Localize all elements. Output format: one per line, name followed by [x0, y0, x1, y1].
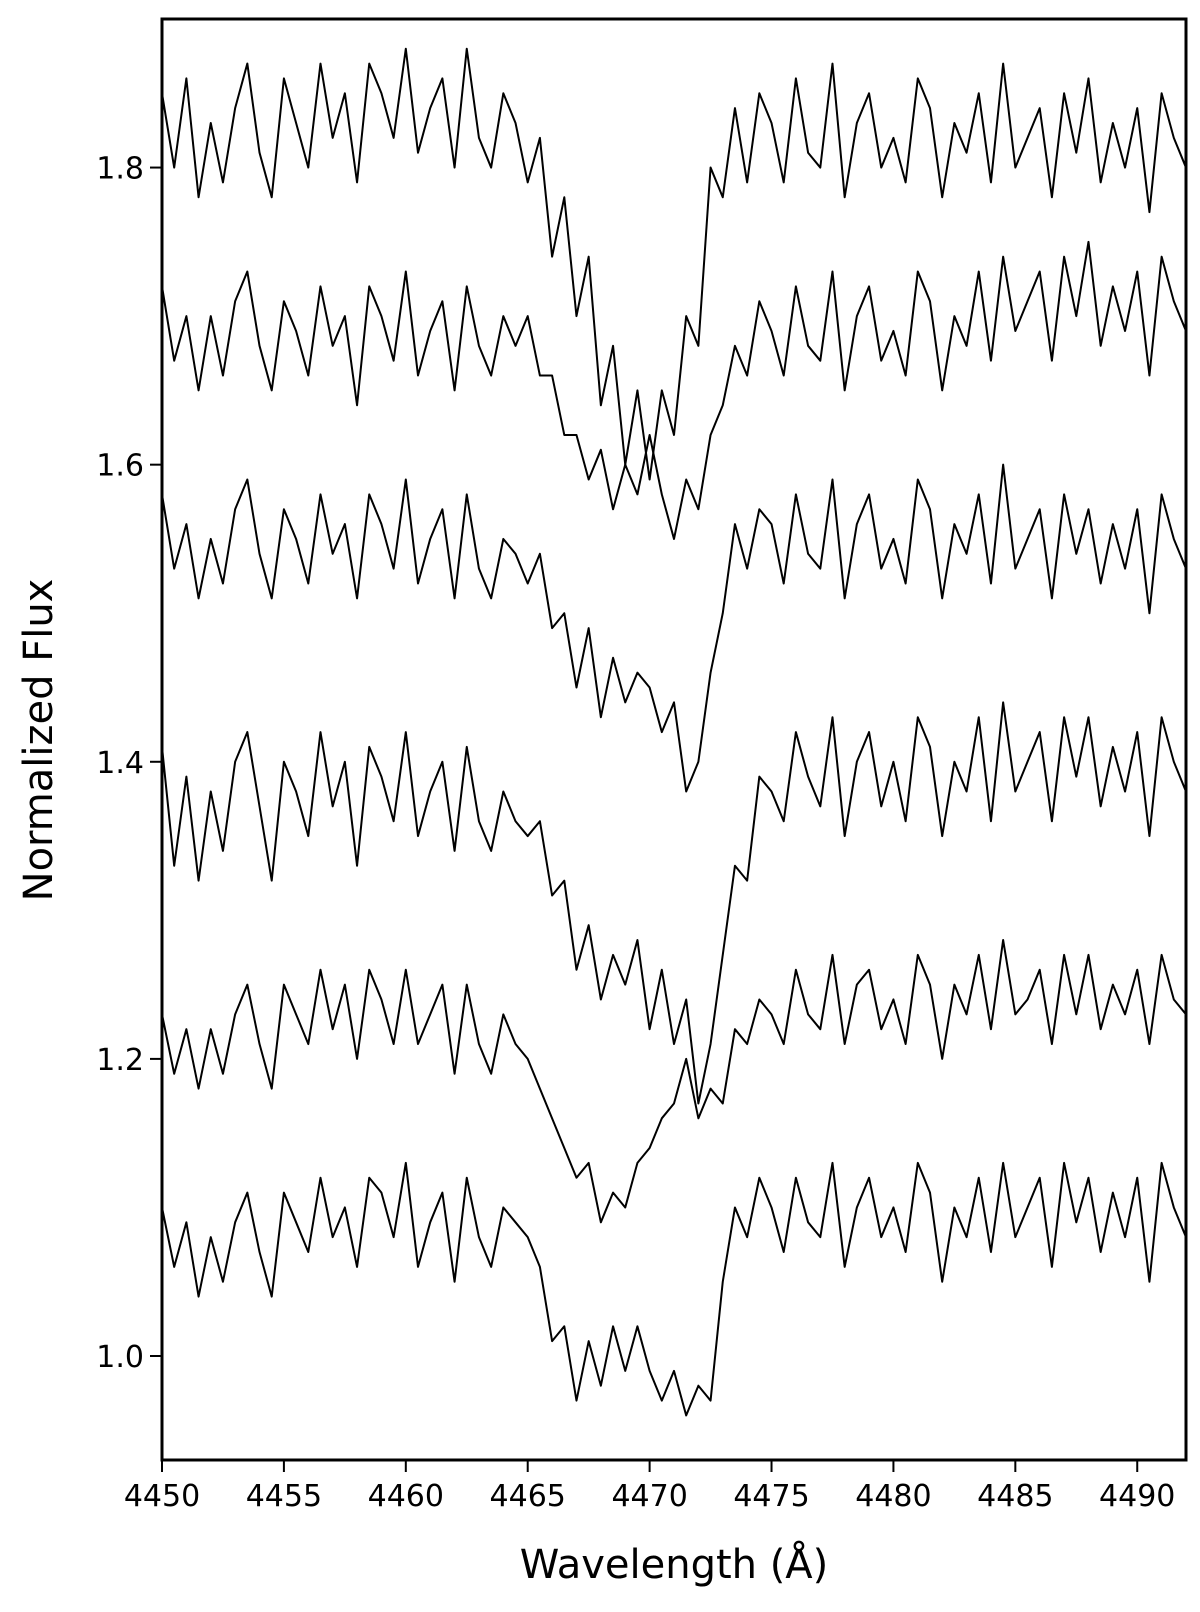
y-tick-label: 1.2 — [96, 1043, 144, 1078]
y-tick-label: 1.6 — [96, 449, 144, 484]
x-tick-label: 4490 — [1099, 1479, 1175, 1514]
spectrum-line — [162, 1161, 1186, 1417]
x-tick-label: 4470 — [611, 1479, 687, 1514]
spectrum-line — [162, 939, 1186, 1224]
x-tick-label: 4450 — [124, 1479, 200, 1514]
y-tick-label: 1.8 — [96, 152, 144, 187]
y-tick-label: 1.0 — [96, 1340, 144, 1375]
y-tick-label: 1.4 — [96, 746, 144, 781]
x-tick-label: 4485 — [977, 1479, 1053, 1514]
plot-area — [162, 47, 1186, 1417]
x-tick-label: 4475 — [733, 1479, 809, 1514]
x-axis-title: Wavelength (Å) — [520, 1540, 829, 1588]
spectrum-line — [162, 47, 1186, 481]
y-axis-title: Normalized Flux — [16, 579, 62, 902]
spectrum-line — [162, 463, 1186, 793]
spectrum-line — [162, 240, 1186, 540]
x-tick-label: 4465 — [490, 1479, 566, 1514]
x-tick-label: 4460 — [368, 1479, 444, 1514]
x-tick-label: 4480 — [855, 1479, 931, 1514]
spectrum-line — [162, 701, 1186, 1105]
plot-frame — [160, 17, 1188, 1462]
x-tick-label: 4455 — [246, 1479, 322, 1514]
